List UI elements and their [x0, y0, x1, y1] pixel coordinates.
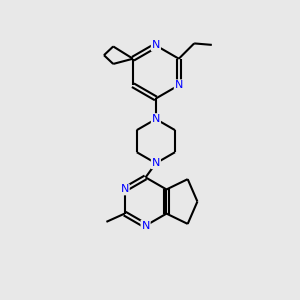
Text: N: N [152, 40, 160, 50]
Text: N: N [175, 80, 183, 90]
Text: N: N [141, 221, 150, 231]
Text: N: N [152, 114, 160, 124]
Text: N: N [152, 158, 160, 168]
Text: N: N [121, 184, 129, 194]
